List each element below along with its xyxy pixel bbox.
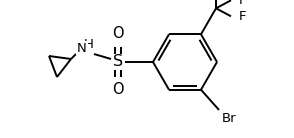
Text: O: O bbox=[112, 83, 124, 98]
Text: N: N bbox=[77, 42, 87, 55]
Text: F: F bbox=[238, 0, 246, 7]
Text: S: S bbox=[113, 55, 123, 70]
Text: O: O bbox=[112, 26, 124, 42]
Text: F: F bbox=[238, 10, 246, 23]
Text: Br: Br bbox=[222, 112, 236, 125]
Text: H: H bbox=[84, 38, 94, 51]
